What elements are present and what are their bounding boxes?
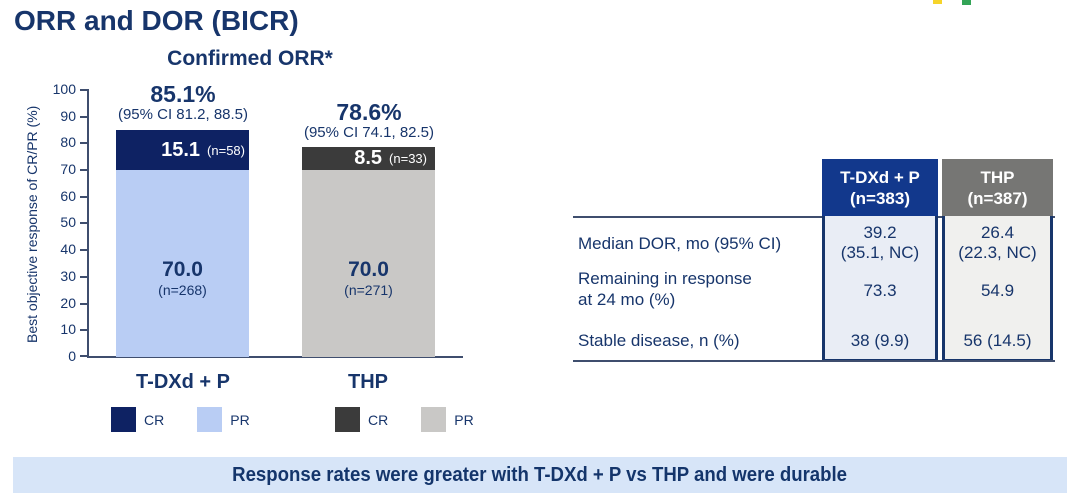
y-tick-label: 70: [60, 161, 76, 177]
x-axis-line: [87, 356, 463, 358]
cr-value-tdxd: 15.1: [161, 138, 201, 161]
table-rule-bottom: [573, 360, 1055, 362]
cr-label-tdxd: 15.1 (n=58): [116, 130, 249, 170]
legend-pr-label: PR: [454, 411, 474, 428]
dor-ci-tdxd: (35.1, NC): [840, 243, 920, 262]
cr-swatch-navy-icon: [111, 407, 136, 432]
orr-ci-tdxd: (95% CI 81.2, 88.5): [117, 106, 249, 123]
table-cell-remaining-tdxd: 73.3: [863, 281, 897, 300]
category-label-tdxd: T-DXd + P: [136, 371, 230, 393]
cr-n-tdxd: (n=58): [207, 142, 245, 158]
y-tick-label: 0: [68, 348, 76, 364]
bar-total-tdxd: 85.1% (95% CI 81.2, 88.5): [93, 82, 273, 124]
pr-n-tdxd: (n=268): [158, 282, 207, 298]
table-header-thp: THP (n=387): [942, 159, 1053, 216]
y-tick-label: 100: [52, 81, 76, 97]
pr-label-thp: 70.0 (n=271): [302, 258, 435, 299]
y-tick-label: 50: [60, 214, 76, 230]
table-header-tdxd-line1: T-DXd + P: [840, 167, 920, 187]
y-tick-label: 20: [60, 295, 76, 311]
dor-ci-thp: (22.3, NC): [958, 243, 1037, 262]
pr-value-thp: 70.0: [348, 258, 389, 281]
bar-pr-segment-thp: [302, 170, 435, 357]
y-tick: [80, 142, 87, 144]
y-axis-line: [87, 89, 89, 358]
dor-value-thp: 26.4: [980, 223, 1015, 242]
pr-swatch-lightblue-icon: [197, 407, 223, 432]
chart-title: Confirmed ORR*: [167, 47, 333, 70]
table-row-label-remaining-line2: at 24 mo (%): [578, 290, 676, 309]
table-cell-dor-tdxd: 39.2 (35.1, NC): [825, 223, 935, 263]
y-tick: [80, 303, 87, 305]
table-cell-dor-thp: 26.4 (22.3, NC): [945, 223, 1050, 263]
table-row-label-dor: Median DOR, mo (95% CI): [578, 234, 782, 253]
y-tick: [80, 169, 87, 171]
table-rule-top: [573, 216, 1055, 218]
bar-pr-segment-tdxd: [116, 170, 249, 357]
legend-cr-label: CR: [144, 411, 165, 428]
pr-label-tdxd: 70.0 (n=268): [116, 258, 249, 299]
table-cell-stable-thp: 56 (14.5): [963, 331, 1032, 350]
cr-n-thp: (n=33): [389, 151, 427, 166]
cr-swatch-darkgray-icon: [335, 407, 360, 432]
y-tick-label: 30: [60, 268, 76, 284]
table-row-label-stable: Stable disease, n (%): [578, 331, 740, 350]
y-tick: [80, 276, 87, 278]
legend-thp: CR PR: [335, 407, 474, 432]
takeaway-text: Response rates were greater with T-DXd +…: [232, 463, 848, 486]
bar-cr-segment-thp: 8.5 (n=33): [302, 147, 435, 170]
orr-ci-thp: (95% CI 74.1, 82.5): [303, 124, 435, 141]
legend-tdxd: CR PR: [111, 407, 250, 432]
category-label-thp: THP: [348, 371, 388, 393]
table-row-label-remaining-line1: Remaining in response: [578, 269, 752, 288]
y-tick-label: 80: [60, 134, 76, 150]
table-cell-remaining-thp: 54.9: [980, 281, 1015, 300]
cr-value-thp: 8.5: [354, 147, 383, 169]
table-column-body-thp: [942, 216, 1053, 362]
table-header-tdxd: T-DXd + P (n=383): [822, 159, 938, 216]
legend-cr-label: CR: [368, 411, 389, 428]
y-tick: [80, 116, 87, 118]
orr-value-thp: 78.6%: [336, 99, 402, 125]
takeaway-banner: Response rates were greater with T-DXd +…: [13, 457, 1067, 493]
y-tick: [80, 196, 87, 198]
table-row-label-remaining: Remaining in response at 24 mo (%): [578, 268, 752, 310]
y-tick-label: 90: [60, 108, 76, 124]
logo-fragment-green-icon: [962, 0, 971, 5]
cr-label-thp: 8.5 (n=33): [302, 147, 435, 170]
bar-cr-segment-tdxd: 15.1 (n=58): [116, 130, 249, 170]
y-tick: [80, 222, 87, 224]
orr-value-tdxd: 85.1%: [150, 81, 216, 107]
y-tick: [80, 329, 87, 331]
table-header-thp-line2: (n=387): [967, 188, 1028, 208]
pr-n-thp: (n=271): [344, 282, 393, 298]
y-tick-label: 60: [60, 188, 76, 204]
logo-fragment-yellow-icon: [933, 0, 942, 4]
y-tick: [80, 89, 87, 91]
dor-value-tdxd: 39.2: [863, 223, 897, 242]
y-axis-label: Best objective response of CR/PR (%): [24, 105, 40, 343]
table-cell-stable-tdxd: 38 (9.9): [850, 331, 910, 350]
y-tick: [80, 355, 87, 357]
pr-swatch-lightgray-icon: [421, 407, 447, 432]
y-tick: [80, 249, 87, 251]
y-tick-label: 40: [60, 241, 76, 257]
table-header-tdxd-line2: (n=383): [850, 188, 910, 208]
legend-pr-label: PR: [230, 411, 250, 428]
pr-value-tdxd: 70.0: [162, 258, 203, 281]
page-title: ORR and DOR (BICR): [14, 5, 299, 36]
table-header-thp-line1: THP: [980, 167, 1015, 187]
bar-total-thp: 78.6% (95% CI 74.1, 82.5): [279, 100, 459, 142]
y-tick-label: 10: [60, 321, 76, 337]
